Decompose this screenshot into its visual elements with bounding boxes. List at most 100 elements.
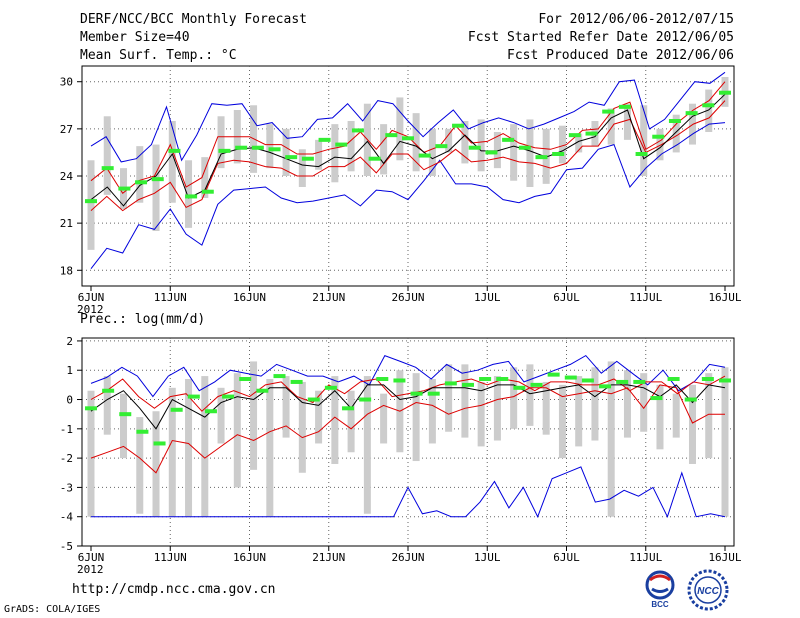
- median-marker: [581, 378, 594, 383]
- median-marker: [119, 412, 132, 417]
- ensemble-box: [575, 133, 583, 153]
- x-tick-label: 6JUL: [553, 551, 580, 564]
- ensemble-box: [705, 373, 713, 459]
- forecast-produced-date: Fcst Produced Date 2012/06/06: [507, 48, 734, 63]
- series-line-p_low: [90, 100, 726, 212]
- ensemble-box: [412, 113, 420, 172]
- ensemble-box: [185, 379, 193, 517]
- median-marker: [427, 391, 440, 396]
- ensemble-box: [331, 376, 339, 464]
- median-marker: [359, 397, 372, 402]
- median-marker: [444, 381, 457, 386]
- median-marker: [239, 377, 252, 382]
- median-marker: [335, 142, 348, 147]
- forecast-period: For 2012/06/06-2012/07/15: [538, 12, 734, 27]
- median-marker: [201, 189, 214, 194]
- ensemble-box: [445, 364, 453, 432]
- ensemble-box: [266, 124, 274, 169]
- ensemble-box: [347, 390, 355, 453]
- x-year-label: 2012: [77, 563, 104, 576]
- ensemble-box: [623, 103, 631, 140]
- ensemble-box: [103, 376, 111, 435]
- median-marker: [585, 131, 598, 136]
- median-marker: [684, 397, 697, 402]
- ensemble-box: [87, 390, 95, 517]
- median-marker: [187, 394, 200, 399]
- ensemble-box: [493, 376, 501, 441]
- ensemble-box: [428, 379, 436, 444]
- median-marker: [342, 406, 355, 411]
- median-marker: [496, 377, 509, 382]
- x-tick-label: 6JUN: [78, 291, 105, 304]
- y-tick-label: 27: [60, 123, 73, 136]
- median-marker: [118, 186, 131, 191]
- median-marker: [547, 372, 560, 377]
- ensemble-box: [688, 384, 696, 464]
- ensemble-box: [217, 116, 225, 169]
- panel-title: Prec.: log(mm/d): [80, 312, 205, 327]
- ensemble-box: [445, 128, 453, 153]
- ensemble-box: [87, 160, 95, 250]
- ensemble-box: [510, 367, 518, 429]
- ensemble-box: [493, 132, 501, 169]
- x-tick-label: 21JUN: [312, 291, 345, 304]
- median-marker: [702, 103, 715, 108]
- ensemble-box: [477, 119, 485, 172]
- ensemble-box: [721, 367, 729, 517]
- x-year-label: 2012: [77, 303, 104, 316]
- median-marker: [273, 374, 286, 379]
- ensemble-box: [168, 387, 176, 517]
- x-tick-label: 6JUN: [78, 551, 105, 564]
- ensemble-box: [233, 373, 241, 488]
- median-marker: [268, 147, 281, 152]
- median-marker: [418, 153, 431, 158]
- median-marker: [602, 109, 615, 114]
- ensemble-box: [396, 97, 404, 161]
- x-tick-label: 1JUL: [474, 551, 501, 564]
- ensemble-box: [168, 121, 176, 203]
- ensemble-box: [526, 364, 534, 426]
- median-marker: [599, 384, 612, 389]
- median-marker: [368, 156, 381, 161]
- series-line-mean: [90, 93, 726, 207]
- median-marker: [393, 378, 406, 383]
- median-marker: [168, 148, 181, 153]
- bcc-logo: BCC: [645, 570, 675, 608]
- median-marker: [719, 378, 731, 383]
- x-tick-label: 11JUL: [629, 291, 662, 304]
- ensemble-box: [298, 149, 306, 187]
- ensemble-box: [201, 157, 209, 198]
- ensemble-box: [640, 373, 648, 432]
- ensemble-box: [575, 376, 583, 447]
- x-tick-label: 1JUL: [474, 291, 501, 304]
- median-marker: [135, 180, 148, 185]
- x-tick-label: 11JUL: [629, 551, 662, 564]
- ensemble-box: [152, 144, 160, 231]
- x-tick-label: 16JUN: [233, 291, 266, 304]
- source-url[interactable]: http://cmdp.ncc.cma.gov.cn: [72, 582, 276, 597]
- median-marker: [185, 194, 198, 199]
- median-marker: [151, 177, 164, 182]
- median-marker: [410, 391, 423, 396]
- x-tick-label: 16JUL: [708, 291, 741, 304]
- median-marker: [351, 128, 364, 133]
- ensemble-box: [428, 128, 436, 176]
- x-tick-label: 11JUN: [154, 291, 187, 304]
- ensemble-box: [526, 119, 534, 187]
- ensemble-box: [656, 384, 664, 450]
- median-marker: [301, 156, 314, 161]
- ensemble-box: [640, 105, 648, 176]
- y-tick-label: -5: [60, 540, 73, 553]
- median-marker: [204, 409, 217, 414]
- ensemble-box: [315, 139, 323, 170]
- median-marker: [635, 152, 648, 156]
- median-marker: [667, 377, 680, 382]
- y-tick-label: 2: [66, 335, 73, 348]
- median-marker: [552, 152, 565, 156]
- x-tick-label: 26JUN: [391, 551, 424, 564]
- y-tick-label: 1: [66, 364, 73, 377]
- ncc-logo-text: NCC: [697, 586, 719, 597]
- median-marker: [452, 123, 465, 128]
- median-marker: [402, 136, 414, 141]
